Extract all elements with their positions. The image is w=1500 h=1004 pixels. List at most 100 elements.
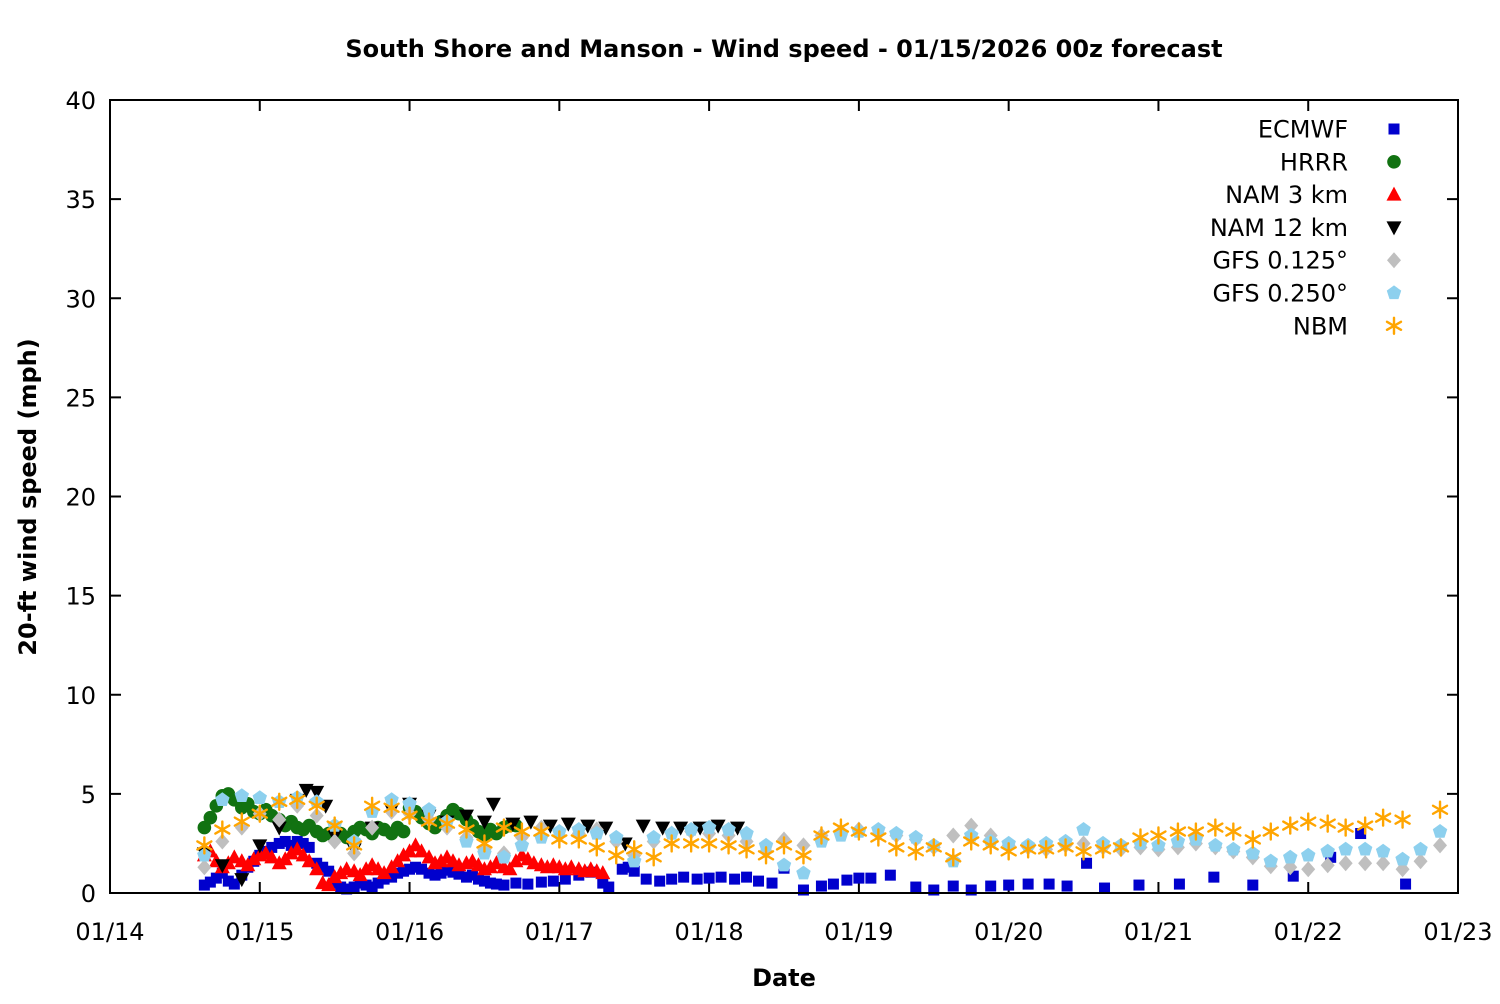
marker-ecmwf xyxy=(535,876,547,888)
marker-nbm xyxy=(251,804,268,823)
marker-nam-3-km xyxy=(414,843,430,858)
marker-gfs-0-250 xyxy=(234,788,250,803)
marker-nam-12-km xyxy=(298,783,314,798)
legend-item-hrrr: HRRR xyxy=(1280,148,1401,176)
marker-ecmwf xyxy=(1003,879,1015,891)
marker-ecmwf xyxy=(628,865,640,877)
marker-ecmwf xyxy=(478,875,490,887)
marker-nam-12-km xyxy=(252,839,268,854)
marker-nbm xyxy=(775,836,793,855)
marker-ecmwf xyxy=(266,841,278,853)
y-tick-label: 35 xyxy=(65,186,96,214)
legend-marker-nbm xyxy=(1385,316,1403,335)
marker-ecmwf xyxy=(1355,828,1367,840)
marker-ecmwf xyxy=(297,837,309,849)
marker-ecmwf xyxy=(815,880,827,892)
series-ecmwf xyxy=(198,828,1412,896)
marker-ecmwf xyxy=(616,863,628,875)
legend-item-nam-3-km: NAM 3 km xyxy=(1225,181,1402,209)
marker-nbm xyxy=(1037,840,1055,859)
marker-nbm xyxy=(1374,808,1392,827)
marker-ecmwf xyxy=(947,880,959,892)
marker-ecmwf xyxy=(429,869,441,881)
data-points xyxy=(196,783,1449,896)
marker-gfs-0-125 xyxy=(1338,855,1353,872)
marker-ecmwf xyxy=(498,879,510,891)
marker-nam-12-km xyxy=(635,819,651,834)
y-tick-label: 20 xyxy=(65,484,96,512)
marker-ecmwf xyxy=(372,877,384,889)
marker-gfs-0-250 xyxy=(908,829,924,844)
marker-ecmwf xyxy=(335,881,347,893)
x-axis-label: Date xyxy=(752,964,816,992)
marker-nbm xyxy=(945,848,962,867)
marker-ecmwf xyxy=(729,873,741,885)
marker-gfs-0-250 xyxy=(514,837,530,852)
marker-gfs-0-250 xyxy=(571,821,587,836)
marker-nbm xyxy=(458,820,475,839)
marker-gfs-0-250 xyxy=(721,821,736,836)
marker-nbm xyxy=(345,836,363,855)
marker-ecmwf xyxy=(985,880,997,892)
marker-nbm xyxy=(326,816,343,835)
marker-ecmwf xyxy=(865,872,877,884)
marker-nbm xyxy=(925,838,942,857)
marker-nam-3-km xyxy=(264,849,280,864)
marker-ecmwf xyxy=(273,837,285,849)
marker-nbm xyxy=(1300,812,1317,831)
x-tick-label: 01/21 xyxy=(1124,918,1193,946)
marker-nam-12-km xyxy=(309,785,325,800)
marker-ecmwf xyxy=(640,873,652,885)
marker-gfs-0-125 xyxy=(197,859,212,876)
marker-nam-12-km xyxy=(730,821,746,836)
legend-item-gfs-0-125: GFS 0.125° xyxy=(1212,247,1401,275)
marker-ecmwf xyxy=(1133,879,1145,891)
marker-nam-12-km xyxy=(710,819,726,834)
marker-nbm xyxy=(233,812,251,831)
marker-nbm xyxy=(271,792,288,812)
marker-gfs-0-250 xyxy=(1283,849,1298,864)
marker-nbm xyxy=(832,818,850,837)
marker-nam-12-km xyxy=(271,821,287,836)
marker-nbm xyxy=(1337,818,1354,837)
marker-ecmwf xyxy=(827,878,839,890)
marker-ecmwf xyxy=(1287,870,1299,882)
marker-nam-3-km xyxy=(396,847,412,862)
marker-ecmwf xyxy=(228,878,240,890)
marker-nam-12-km xyxy=(505,817,521,832)
marker-nbm xyxy=(1225,822,1242,841)
marker-nam-3-km xyxy=(488,855,504,870)
marker-nbm xyxy=(1057,838,1074,857)
marker-ecmwf xyxy=(198,879,210,891)
marker-ecmwf xyxy=(447,866,459,878)
marker-gfs-0-250 xyxy=(758,837,774,852)
marker-ecmwf xyxy=(797,884,809,896)
marker-nam-3-km xyxy=(271,855,287,870)
marker-ecmwf xyxy=(666,873,678,885)
legend-label-nam-3-km: NAM 3 km xyxy=(1225,181,1348,209)
y-tick-label: 25 xyxy=(65,384,96,412)
marker-ecmwf xyxy=(622,861,634,873)
marker-nbm xyxy=(551,830,568,849)
marker-nbm xyxy=(513,822,531,841)
marker-gfs-0-125 xyxy=(215,833,230,850)
marker-gfs-0-250 xyxy=(421,802,437,816)
marker-nbm xyxy=(1244,830,1262,849)
legend-item-nam-12-km: NAM 12 km xyxy=(1210,214,1402,242)
marker-nam-3-km xyxy=(482,859,498,874)
marker-nbm xyxy=(682,834,700,853)
marker-nbm xyxy=(1112,838,1130,857)
y-axis-label: 20-ft wind speed (mph) xyxy=(14,338,42,655)
marker-gfs-0-250 xyxy=(1338,841,1353,856)
marker-nbm xyxy=(757,846,775,865)
marker-nbm xyxy=(214,820,231,839)
y-tick-label: 15 xyxy=(65,583,96,611)
marker-nbm xyxy=(870,828,887,847)
marker-nam-3-km xyxy=(309,861,325,876)
marker-nbm xyxy=(850,822,868,841)
y-tick-label: 40 xyxy=(65,87,96,115)
marker-nbm xyxy=(438,814,456,833)
marker-ecmwf xyxy=(691,873,703,885)
marker-ecmwf xyxy=(753,875,765,887)
